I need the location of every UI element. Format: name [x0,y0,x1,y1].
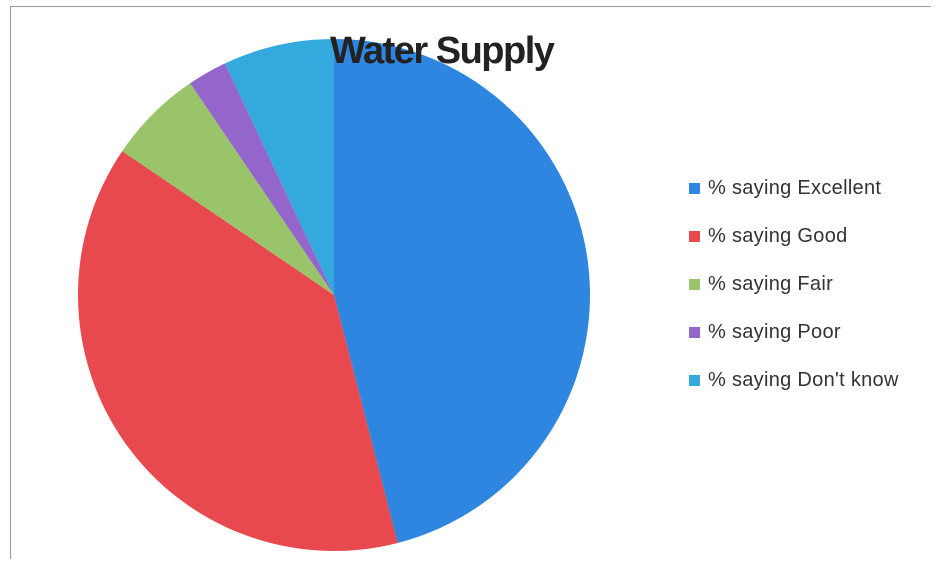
legend: % saying Excellent % saying Good % sayin… [689,176,899,416]
legend-swatch [689,374,700,386]
legend-label: % saying Poor [708,320,841,343]
legend-swatch [689,326,700,338]
legend-item: % saying Fair [689,272,899,296]
legend-label: % saying Excellent [708,176,882,199]
pie-slice-3 [122,83,335,296]
legend-swatch [689,278,700,290]
pie-slice-2 [78,151,398,551]
legend-label: % saying Don't know [708,368,899,391]
legend-item: % saying Poor [689,320,899,344]
legend-item: % saying Good [689,224,899,248]
legend-label: % saying Fair [708,272,834,295]
pie-slice-4 [190,63,334,295]
legend-swatch [689,182,700,194]
legend-swatch [689,230,700,242]
legend-label: % saying Good [708,224,848,247]
legend-item: % saying Excellent [689,176,899,200]
legend-item: % saying Don't know [689,368,899,392]
pie-slice-5 [225,39,334,295]
chart-title: Water Supply [330,30,555,72]
pie-slice-1 [334,39,590,543]
